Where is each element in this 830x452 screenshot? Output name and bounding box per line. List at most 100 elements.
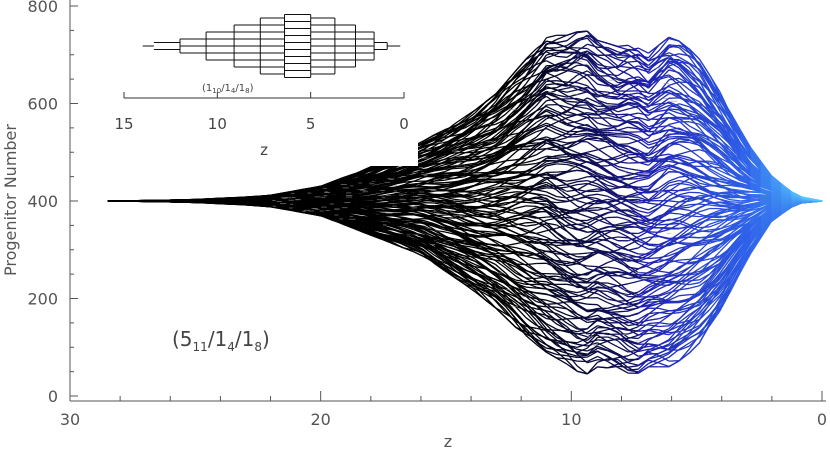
progenitor-track-segment bbox=[464, 277, 476, 285]
progenitor-track-segment bbox=[658, 284, 669, 287]
progenitor-track-segment bbox=[505, 292, 517, 302]
progenitor-track-segment bbox=[393, 213, 404, 216]
progenitor-track-segment bbox=[678, 320, 690, 331]
progenitor-track-segment bbox=[382, 238, 394, 245]
progenitor-track-segment bbox=[331, 217, 343, 223]
progenitor-track-segment bbox=[311, 212, 323, 217]
progenitor-track-segment bbox=[566, 263, 578, 267]
progenitor-track-segment bbox=[566, 328, 578, 333]
progenitor-track-segment bbox=[413, 236, 425, 242]
progenitor-track-segment bbox=[729, 259, 741, 276]
progenitor-track-segment bbox=[433, 243, 445, 251]
progenitor-track-segment bbox=[535, 319, 547, 333]
progenitor-track-segment bbox=[617, 328, 629, 339]
progenitor-track-segment bbox=[556, 323, 568, 330]
progenitor-track-segment bbox=[576, 301, 588, 305]
progenitor-track-segment bbox=[423, 246, 435, 253]
progenitor-track-segment bbox=[454, 276, 466, 283]
progenitor-track-segment bbox=[627, 312, 639, 318]
progenitor-track-segment bbox=[638, 338, 649, 345]
progenitor-track-segment bbox=[505, 283, 517, 293]
progenitor-track-segment bbox=[587, 320, 598, 324]
progenitor-track-segment bbox=[525, 309, 537, 314]
progenitor-track-segment bbox=[587, 317, 598, 321]
progenitor-track-segment bbox=[464, 281, 476, 288]
progenitor-track-segment bbox=[362, 229, 374, 235]
progenitor-track-segment bbox=[597, 345, 608, 351]
progenitor-track-segment bbox=[576, 365, 588, 375]
progenitor-track-segment bbox=[494, 288, 507, 299]
progenitor-track-segment bbox=[515, 318, 527, 333]
progenitor-track-segment bbox=[321, 212, 333, 217]
progenitor-track-segment bbox=[362, 228, 374, 234]
progenitor-track-segment bbox=[648, 355, 659, 360]
progenitor-track-segment bbox=[709, 296, 721, 311]
progenitor-track-segment bbox=[556, 353, 567, 357]
progenitor-track-segment bbox=[648, 318, 659, 321]
progenitor-track-segment bbox=[688, 313, 700, 321]
progenitor-track-segment bbox=[709, 301, 721, 316]
progenitor-track-segment bbox=[699, 226, 710, 229]
progenitor-track-segment bbox=[444, 249, 455, 255]
progenitor-track-segment bbox=[342, 217, 353, 222]
progenitor-track-segment bbox=[352, 225, 363, 232]
progenitor-track-segment bbox=[750, 228, 762, 243]
progenitor-track-segment bbox=[617, 221, 629, 225]
progenitor-track-segment bbox=[688, 292, 700, 301]
progenitor-track-segment bbox=[525, 302, 537, 313]
progenitor-track-segment bbox=[597, 359, 608, 362]
progenitor-track-segment bbox=[495, 272, 506, 282]
main-progenitor-lines bbox=[107, 30, 823, 375]
progenitor-track-segment bbox=[444, 268, 455, 276]
progenitor-track-segment bbox=[678, 337, 690, 346]
progenitor-track-segment bbox=[474, 289, 486, 301]
progenitor-track-segment bbox=[494, 275, 507, 285]
progenitor-track-segment bbox=[760, 215, 772, 229]
progenitor-track-segment bbox=[688, 302, 700, 311]
progenitor-track-segment bbox=[484, 296, 496, 309]
progenitor-track-segment bbox=[760, 216, 772, 231]
progenitor-track-segment bbox=[546, 215, 557, 218]
progenitor-track-segment bbox=[607, 316, 619, 320]
progenitor-track-segment bbox=[464, 255, 476, 262]
progenitor-track-segment bbox=[679, 294, 690, 297]
progenitor-track-segment bbox=[678, 332, 690, 344]
progenitor-track-segment bbox=[628, 365, 639, 368]
progenitor-track-segment bbox=[607, 336, 619, 342]
progenitor-track-segment bbox=[444, 265, 455, 275]
progenitor-track-segment bbox=[321, 212, 333, 218]
progenitor-track-segment bbox=[698, 290, 711, 304]
progenitor-track-segment bbox=[433, 261, 445, 270]
progenitor-track-segment bbox=[494, 300, 507, 313]
progenitor-track-segment bbox=[566, 355, 578, 359]
progenitor-track-segment bbox=[607, 356, 619, 364]
progenitor-track-segment bbox=[525, 277, 537, 280]
progenitor-track-segment bbox=[535, 324, 547, 331]
progenitor-track-segment bbox=[566, 352, 578, 357]
progenitor-track-segment bbox=[525, 300, 537, 307]
progenitor-track-segment bbox=[484, 289, 496, 297]
progenitor-track-segment bbox=[505, 227, 517, 234]
progenitor-track-segment bbox=[729, 268, 741, 288]
progenitor-track-segment bbox=[627, 341, 639, 349]
progenitor-track-segment bbox=[750, 225, 762, 239]
progenitor-track-segment bbox=[628, 336, 639, 340]
progenitor-track-segment bbox=[688, 327, 700, 337]
progenitor-track-segment bbox=[576, 343, 588, 349]
progenitor-track-segment bbox=[699, 314, 711, 326]
progenitor-track-segment bbox=[413, 213, 425, 217]
progenitor-track-segment bbox=[342, 216, 353, 221]
progenitor-track-segment bbox=[393, 238, 404, 241]
progenitor-track-segment bbox=[617, 216, 629, 221]
progenitor-track-segment bbox=[423, 241, 435, 249]
progenitor-track-segment bbox=[668, 360, 680, 368]
progenitor-track-segment bbox=[393, 218, 404, 221]
progenitor-track-segment bbox=[464, 261, 476, 270]
progenitor-track-segment bbox=[709, 272, 721, 286]
progenitor-track-segment bbox=[607, 311, 618, 314]
progenitor-track-segment bbox=[403, 227, 415, 233]
progenitor-track-segment bbox=[688, 342, 700, 354]
progenitor-track-segment bbox=[525, 295, 537, 306]
progenitor-track-segment bbox=[515, 283, 527, 291]
